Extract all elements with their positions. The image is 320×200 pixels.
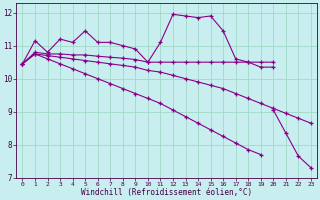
X-axis label: Windchill (Refroidissement éolien,°C): Windchill (Refroidissement éolien,°C) [81,188,252,197]
